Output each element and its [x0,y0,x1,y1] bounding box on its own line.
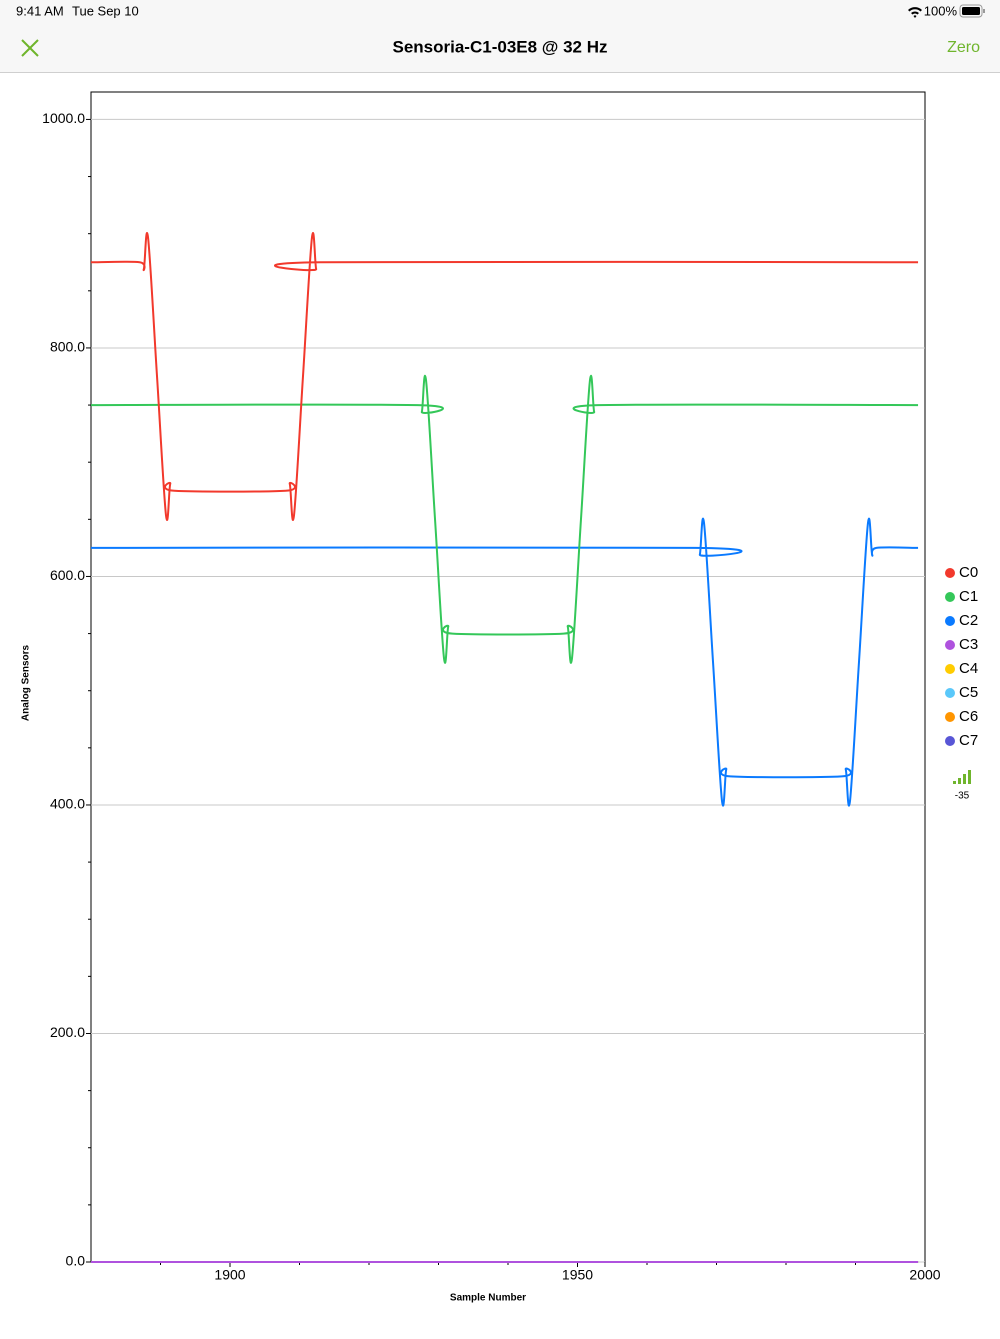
series-line [90,232,919,521]
legend-swatch [945,712,955,722]
x-tick-label: 1950 [562,1267,593,1283]
y-tick-label: 800.0 [50,339,85,355]
y-tick-label: 0.0 [66,1253,86,1269]
y-tick-label: 600.0 [50,567,85,583]
y-axis-label: Analog Sensors [21,645,32,722]
legend-label: C7 [959,732,978,749]
legend-label: C3 [959,636,978,653]
battery-percent: 100% [924,3,958,18]
status-time: 9:41 AM [16,3,64,18]
zero-button[interactable]: Zero [947,39,980,56]
status-date: Tue Sep 10 [72,3,139,18]
plot-frame [90,91,926,1263]
y-tick-label: 400.0 [50,796,85,812]
signal-icon [953,770,971,784]
legend-swatch [945,592,955,602]
legend-swatch [945,568,955,578]
legend-swatch [945,616,955,626]
legend-label: C0 [959,564,978,581]
signal-rssi: -35 [955,791,970,802]
legend-label: C4 [959,660,978,677]
x-tick-label: 2000 [909,1267,940,1283]
nav-title: Sensoria-C1-03E8 @ 32 Hz [393,37,608,56]
nav-bar [0,0,1000,72]
wifi-icon [908,7,922,18]
legend-swatch [945,688,955,698]
y-tick-label: 200.0 [50,1024,85,1040]
legend-label: C6 [959,708,978,725]
y-tick-label: 1000.0 [42,110,85,126]
series-line [90,375,919,664]
close-button[interactable] [21,39,39,57]
x-tick-label: 1900 [214,1267,245,1283]
legend-label: C2 [959,612,978,629]
legend-swatch [945,736,955,746]
x-axis-label: Sample Number [450,1293,526,1304]
legend-swatch [945,664,955,674]
legend-swatch [945,640,955,650]
series-line [90,517,919,807]
legend-label: C1 [959,588,978,605]
legend-label: C5 [959,684,978,701]
battery-icon [959,4,985,18]
